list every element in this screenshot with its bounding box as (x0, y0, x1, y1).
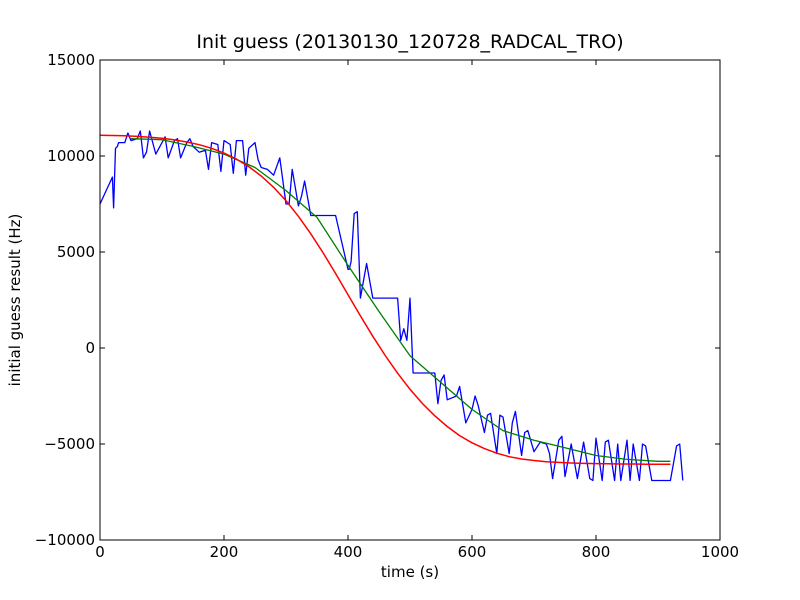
y-tick-label: −5000 (44, 435, 95, 453)
x-axis-label: time (s) (381, 563, 439, 581)
x-tick-label: 400 (334, 543, 363, 561)
ticks-layer: 0 200 400 600 800 1000 −10000 −5000 0 5000 10000 15… (35, 51, 739, 561)
series-line-smoothed (130, 138, 671, 462)
y-tick-label: −10000 (35, 531, 95, 549)
y-tick-label: 5000 (57, 243, 95, 261)
x-tick-label: 200 (210, 543, 239, 561)
chart-title: Init guess (20130130_120728_RADCAL_TRO) (196, 31, 623, 53)
y-tick-label: 10000 (47, 147, 95, 165)
series-line-fit (99, 134, 671, 465)
x-tick-label: 1000 (701, 543, 739, 561)
plot-frame (99, 59, 721, 541)
y-tick-label: 0 (85, 339, 95, 357)
series-layer (99, 130, 684, 482)
x-tick-label: 600 (458, 543, 487, 561)
series-line-raw (99, 130, 684, 482)
y-axis-label: initial guess result (Hz) (6, 214, 24, 387)
x-tick-label: 0 (95, 543, 105, 561)
x-tick-label: 800 (582, 543, 611, 561)
y-tick-label: 15000 (47, 51, 95, 69)
